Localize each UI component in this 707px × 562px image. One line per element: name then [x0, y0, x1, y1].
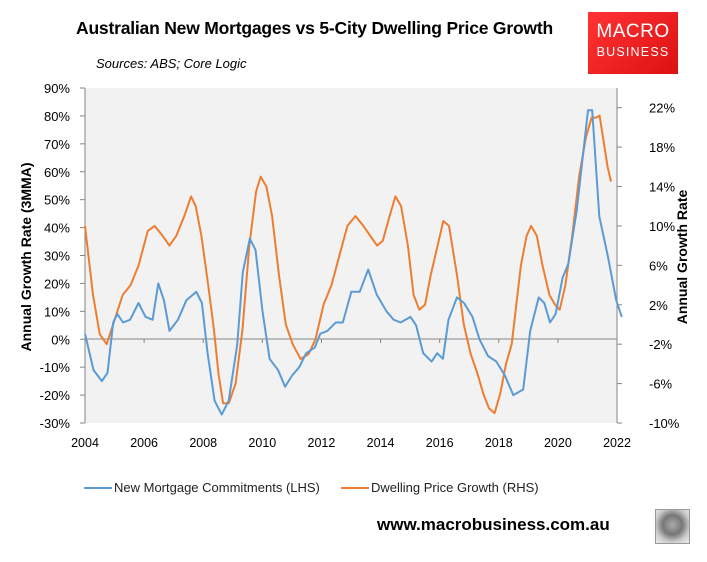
- left-tick-label: 70%: [44, 137, 70, 152]
- legend-swatch-orange: [341, 486, 369, 489]
- right-tick-label: 6%: [649, 258, 668, 273]
- right-tick-label: -6%: [649, 377, 673, 392]
- legend-item-dwelling: Dwelling Price Growth (RHS): [341, 480, 539, 495]
- series-new-mortgage-commitments: [84, 109, 623, 416]
- x-axis: 2004 2006 2008 2010 2012 2014 2016 2018 2020 2022: [71, 339, 631, 450]
- wolf-logo-icon: [655, 509, 690, 544]
- right-tick-label: -10%: [649, 416, 680, 431]
- website-url: www.macrobusiness.com.au: [377, 515, 610, 534]
- left-tick-label: 30%: [44, 249, 70, 264]
- x-tick-label: 2016: [426, 436, 454, 450]
- left-tick-label: 20%: [44, 276, 70, 291]
- legend-item-mortgages: New Mortgage Commitments (LHS): [84, 480, 320, 495]
- left-tick-label: 60%: [44, 165, 70, 180]
- right-tick-label: 2%: [649, 298, 668, 313]
- left-tick-label: 40%: [44, 221, 70, 236]
- right-tick-label: -2%: [649, 337, 673, 352]
- legend-swatch-blue: [84, 486, 112, 489]
- left-tick-label: -10%: [40, 360, 71, 375]
- plot-area: [85, 88, 617, 423]
- x-tick-label: 2014: [367, 436, 395, 450]
- right-tick-label: 14%: [649, 180, 675, 195]
- left-tick-label: 80%: [44, 109, 70, 124]
- logo-line1: MACRO: [596, 21, 670, 42]
- x-tick-label: 2010: [248, 436, 276, 450]
- left-tick-label: 0%: [51, 332, 70, 347]
- right-axis-title: Annual Growth Rate: [674, 190, 690, 325]
- x-tick-label: 2006: [130, 436, 158, 450]
- left-tick-label: 50%: [44, 193, 70, 208]
- line-chart: 90% 80% 70% 60% 50% 40% 30% 20% 10% 0% -10% -20% -30…: [18, 81, 690, 450]
- right-tick-label: 22%: [649, 101, 675, 116]
- legend-label-mortgages: New Mortgage Commitments (LHS): [114, 480, 320, 495]
- x-tick-label: 2008: [189, 436, 217, 450]
- left-y-axis: 90% 80% 70% 60% 50% 40% 30% 20% 10% 0% -10% -20% -30…: [40, 81, 86, 431]
- logo-line2: BUSINESS: [596, 45, 670, 59]
- right-y-axis: 22% 18% 14% 10% 6% 2% -2% -6% -10%: [616, 88, 680, 431]
- right-tick-label: 18%: [649, 140, 675, 155]
- x-tick-label: 2004: [71, 436, 99, 450]
- left-tick-label: -20%: [40, 388, 71, 403]
- x-tick-label: 2020: [544, 436, 572, 450]
- right-tick-label: 10%: [649, 219, 675, 234]
- left-tick-label: 10%: [44, 304, 70, 319]
- chart-title: Australian New Mortgages vs 5-City Dwell…: [76, 18, 553, 38]
- series-dwelling-price-growth: [84, 114, 612, 415]
- legend-label-dwelling: Dwelling Price Growth (RHS): [371, 480, 539, 495]
- x-tick-label: 2022: [603, 436, 631, 450]
- x-tick-label: 2018: [485, 436, 513, 450]
- left-tick-label: 90%: [44, 81, 70, 96]
- macrobusiness-logo: MACRO BUSINESS: [588, 12, 678, 74]
- x-tick-label: 2012: [308, 436, 336, 450]
- left-tick-label: -30%: [40, 416, 71, 431]
- left-axis-title: Annual Growth Rate (3MMA): [18, 163, 34, 352]
- chart-subtitle: Sources: ABS; Core Logic: [96, 56, 247, 71]
